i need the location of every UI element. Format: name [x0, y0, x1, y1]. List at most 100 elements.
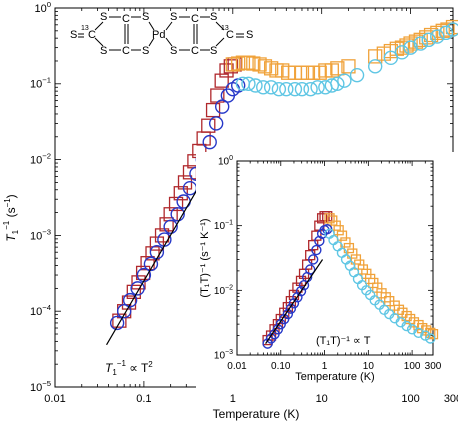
series-cyan-circle: [235, 22, 458, 97]
data-point: [263, 61, 279, 76]
data-point: [330, 61, 345, 76]
x-tick-label: 0.10: [271, 361, 291, 372]
mol-atom-C-right: C: [226, 29, 234, 41]
data-point: [202, 134, 217, 150]
data-point: [413, 327, 424, 339]
data-point: [425, 333, 436, 344]
data-point: [420, 330, 431, 341]
data-point: [403, 40, 418, 55]
mol-atom-Pd: Pd: [152, 29, 165, 41]
data-point: [394, 45, 410, 60]
mol-atom-S-3: S: [142, 11, 149, 23]
data-point: [310, 80, 325, 95]
x-tick-label: 100: [404, 361, 421, 372]
x-tick-label: 300: [425, 361, 442, 372]
mol-atom-S-right: S: [246, 29, 253, 41]
data-point: [413, 32, 428, 48]
data-point: [170, 207, 185, 222]
data-point: [311, 230, 322, 241]
data-point: [324, 63, 339, 78]
y-tick-label: 10−3: [30, 227, 51, 242]
data-point: [173, 186, 188, 201]
data-point: [430, 29, 445, 44]
y-tick-label: 10−1: [214, 220, 233, 233]
mol-atom-S-left: S: [70, 29, 77, 41]
data-point: [208, 116, 224, 131]
data-point: [445, 22, 458, 37]
data-point: [294, 81, 310, 97]
data-point: [349, 67, 365, 83]
data-point: [214, 99, 230, 114]
inset-annotation: (T₁T)⁻¹ ∝ T: [316, 335, 371, 347]
main-fit-line: [106, 185, 200, 346]
mol-atom-S-4: S: [142, 45, 149, 57]
data-point: [421, 32, 436, 48]
data-point: [275, 313, 286, 325]
main-y-tick-labels: 100 10−1 10−2 10−3 10−4 10−5: [30, 0, 52, 394]
data-point: [368, 49, 383, 64]
data-point: [112, 313, 127, 328]
x-tick-label: 1: [322, 361, 328, 372]
inset-bg: [196, 152, 456, 392]
mol-atom-S-7: S: [210, 11, 217, 23]
data-point: [425, 327, 436, 339]
data-point: [336, 230, 348, 241]
data-point: [205, 102, 221, 118]
data-point: [256, 80, 271, 95]
data-point: [337, 73, 352, 88]
data-point: [282, 308, 294, 320]
data-point: [314, 235, 325, 247]
y-tick-label: 10−2: [214, 284, 233, 297]
data-point: [225, 57, 240, 72]
y-tick-label: 100: [34, 0, 51, 15]
data-point: [287, 81, 303, 97]
x-tick-label: 300: [444, 393, 458, 405]
inset-x-axis-label: Temperature (K): [295, 371, 374, 383]
y-tick-label: 10−1: [30, 76, 51, 91]
mol-isotope-right: 13: [221, 25, 229, 32]
data-point: [403, 36, 418, 51]
data-point: [182, 180, 198, 196]
inset-y-axis-label: (T₁T)⁻¹ (s⁻¹ K⁻¹): [199, 218, 211, 297]
inset-chart: 0.01 0.10 1 10 100 300 100 10−1 10−2 10−3 Temper…: [196, 152, 456, 392]
main-chart: 0.01 0.1 1 10 100 300 100 10−1 10−2 10−3 10−4 10−5…: [2, 0, 458, 421]
x-tick-label: 0.1: [136, 393, 151, 405]
data-point: [149, 236, 165, 251]
data-point: [347, 248, 358, 259]
x-tick-label: 0.01: [44, 393, 65, 405]
mol-isotope-left: 13: [81, 25, 89, 32]
mol-atom-S-5: S: [170, 11, 177, 23]
data-point: [430, 25, 445, 41]
data-point: [324, 213, 335, 224]
main-x-tick-labels: 0.01 0.1 1 10 100 300: [44, 393, 458, 405]
data-point: [311, 244, 322, 256]
data-point: [312, 65, 327, 80]
x-tick-label: 1: [230, 393, 236, 405]
mol-atom-S-2: S: [100, 45, 107, 57]
inset-ticks: [236, 160, 434, 356]
data-point: [394, 40, 410, 55]
data-point: [241, 76, 256, 92]
y-tick-label: 10−4: [30, 303, 52, 318]
mol-atom-S-1: S: [100, 11, 107, 23]
mol-atom-S-8: S: [210, 45, 217, 57]
data-point: [130, 281, 145, 296]
mol-atom-S-6: S: [170, 45, 177, 57]
y-tick-label: 100: [218, 155, 233, 168]
data-point: [305, 264, 316, 275]
data-point: [231, 56, 246, 71]
data-point: [214, 73, 229, 88]
x-tick-label: 0.01: [227, 361, 247, 372]
data-point: [285, 303, 297, 314]
data-point: [288, 298, 300, 309]
mol-atom-C-left: C: [88, 29, 96, 41]
data-point: [341, 59, 356, 74]
inset-plot-frame: [236, 160, 434, 356]
data-point: [168, 196, 184, 212]
data-point: [438, 25, 454, 41]
data-point: [241, 55, 256, 70]
x-tick-label: 100: [401, 393, 419, 405]
inset-fit-line: [265, 259, 324, 344]
molecule-structure: S 13 C S S C C S S Pd S S C C S S: [70, 11, 253, 57]
data-point: [324, 78, 340, 93]
